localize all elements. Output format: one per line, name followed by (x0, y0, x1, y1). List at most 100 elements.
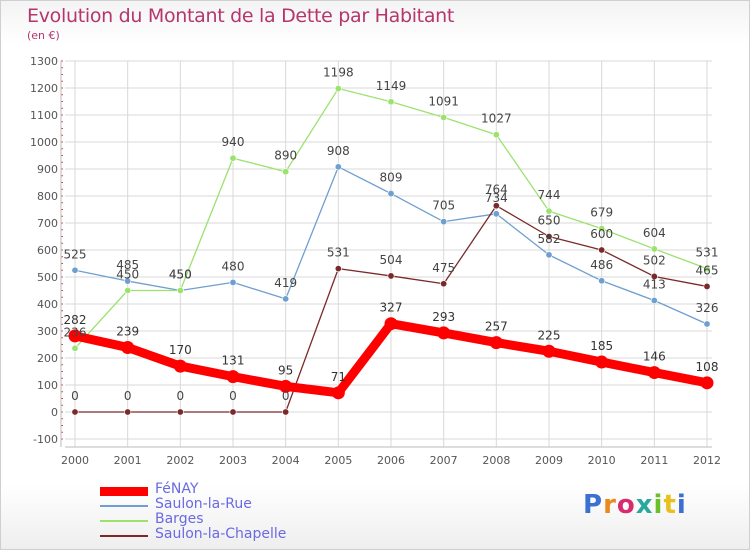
data-point (440, 218, 448, 226)
axes: -100010020030040050060070080090010001100… (30, 55, 721, 467)
series-layer (68, 85, 714, 416)
data-label: 908 (327, 144, 350, 158)
data-point (598, 225, 606, 233)
data-point (437, 326, 451, 340)
data-label: 475 (432, 261, 455, 275)
y-tick-label: 400 (37, 298, 58, 311)
data-label: 0 (229, 389, 237, 403)
brand-letter: r (603, 490, 617, 520)
data-label: 504 (380, 253, 403, 267)
data-label: 413 (643, 277, 666, 291)
data-label: 450 (116, 268, 139, 282)
brand-letter: x (635, 490, 654, 520)
data-label: 582 (538, 232, 561, 246)
data-point (229, 278, 237, 286)
legend-swatch (100, 505, 148, 507)
data-point (387, 272, 395, 280)
data-point (387, 98, 395, 106)
data-label: 327 (380, 301, 403, 315)
x-tick-label: 2006 (377, 454, 405, 467)
data-label: 71 (331, 370, 346, 384)
legend-label: Barges (155, 511, 204, 527)
y-tick-label: 800 (37, 190, 58, 203)
data-point (124, 277, 132, 285)
data-point (440, 280, 448, 288)
y-tick-label: 1300 (30, 55, 58, 68)
data-label: 940 (222, 135, 245, 149)
data-label: 679 (590, 206, 613, 220)
x-tick-label: 2004 (272, 454, 300, 467)
data-point (71, 408, 79, 416)
data-label: 734 (485, 191, 508, 205)
data-label: 185 (590, 339, 613, 353)
data-point (121, 340, 135, 354)
data-label: 525 (64, 247, 87, 261)
x-tick-label: 2007 (430, 454, 458, 467)
data-point (647, 366, 661, 380)
x-tick-label: 2008 (482, 454, 510, 467)
data-point (229, 154, 237, 162)
data-label: 326 (696, 301, 719, 315)
data-label: 146 (643, 350, 666, 364)
data-label: 1198 (323, 66, 354, 80)
data-label: 531 (696, 246, 719, 260)
brand-letter: i (653, 490, 664, 520)
brand-letter: t (663, 490, 677, 520)
data-label: 239 (116, 324, 139, 338)
data-label: 282 (64, 313, 87, 327)
data-label: 486 (590, 258, 613, 272)
y-tick-label: -100 (33, 433, 58, 446)
data-label: 450 (169, 268, 192, 282)
chart-title: Evolution du Montant de la Dette par Hab… (27, 5, 455, 27)
x-tick-label: 2001 (114, 454, 142, 467)
x-tick-label: 2011 (640, 454, 668, 467)
data-label: 890 (274, 149, 297, 163)
y-tick-label: 1000 (30, 136, 58, 149)
y-tick-label: 900 (37, 163, 58, 176)
data-label: 1149 (376, 79, 407, 93)
data-label: 0 (177, 389, 185, 403)
data-label: 809 (380, 171, 403, 185)
data-point (173, 359, 187, 373)
x-tick-label: 2002 (166, 454, 194, 467)
data-point (440, 113, 448, 121)
data-point (703, 282, 711, 290)
data-point (492, 210, 500, 218)
x-tick-label: 2010 (588, 454, 616, 467)
data-label: 480 (222, 259, 245, 273)
data-point (282, 168, 290, 176)
data-point (598, 277, 606, 285)
data-point (176, 286, 184, 294)
data-label: 225 (538, 328, 561, 342)
data-label: 764 (485, 183, 508, 197)
y-tick-label: 300 (37, 325, 58, 338)
data-label: 0 (124, 389, 132, 403)
data-point (650, 245, 658, 253)
data-point (334, 163, 342, 171)
chart-unit: (en €) (27, 29, 60, 42)
x-tick-label: 2009 (535, 454, 563, 467)
x-tick-label: 2003 (219, 454, 247, 467)
y-tick-label: 0 (51, 406, 58, 419)
data-point (334, 265, 342, 273)
data-point (71, 344, 79, 352)
brand-logo: Proxiti (583, 490, 687, 520)
data-point (545, 251, 553, 259)
data-point (334, 85, 342, 93)
data-label: 485 (116, 258, 139, 272)
data-label: 170 (169, 343, 192, 357)
y-tick-label: 500 (37, 271, 58, 284)
data-point (703, 265, 711, 273)
data-point (124, 408, 132, 416)
data-point (545, 233, 553, 241)
data-point (492, 131, 500, 139)
data-point (124, 286, 132, 294)
data-point (176, 408, 184, 416)
data-label: 1027 (481, 112, 512, 126)
brand-letter: o (616, 490, 636, 520)
data-label: 744 (538, 188, 561, 202)
y-tick-label: 1100 (30, 109, 58, 122)
y-tick-label: 200 (37, 352, 58, 365)
data-label: 419 (274, 276, 297, 290)
data-label: 1091 (428, 94, 459, 108)
